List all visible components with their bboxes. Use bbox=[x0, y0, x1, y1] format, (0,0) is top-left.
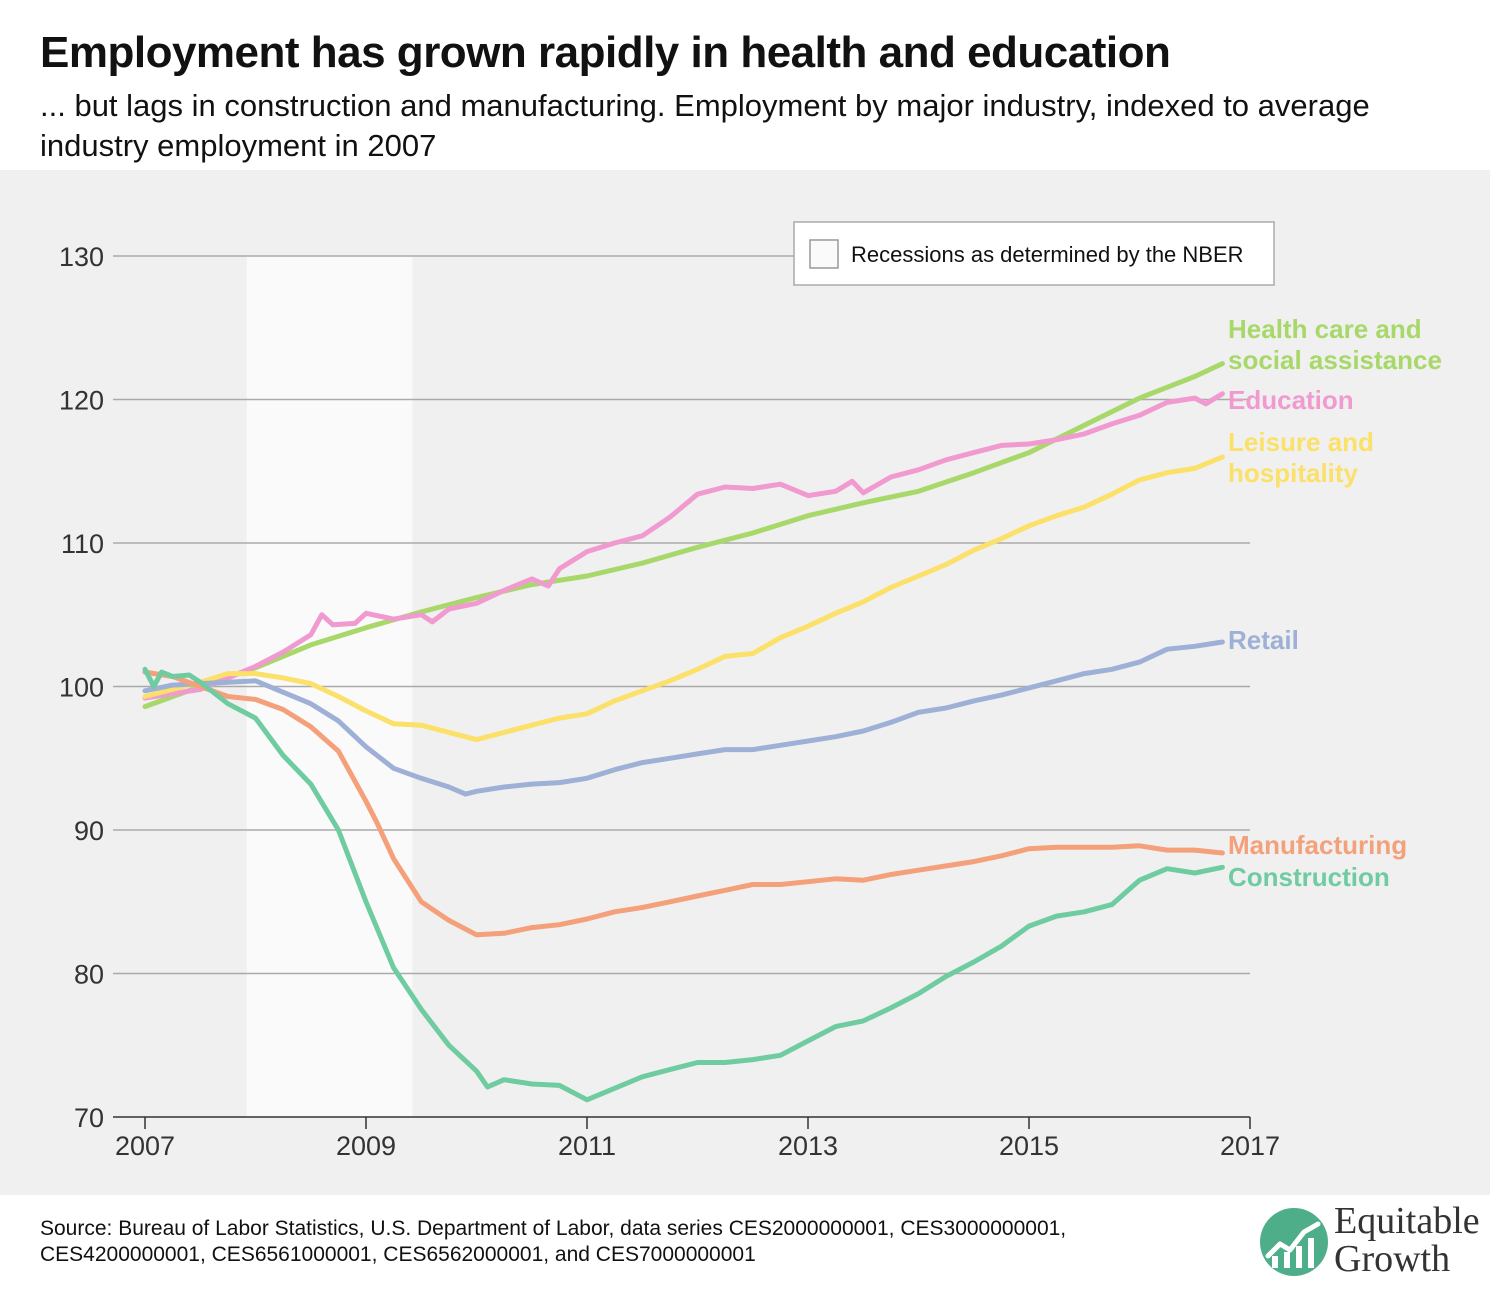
x-tick-label-2007: 2007 bbox=[115, 1131, 175, 1161]
chart-panel: 70 80 90 100 110 120 130 2007 2009 2011 2013 2015 2… bbox=[0, 170, 1490, 1195]
y-tick-label-90: 90 bbox=[74, 816, 104, 846]
x-tick-label-2013: 2013 bbox=[778, 1131, 838, 1161]
y-tick-label-80: 80 bbox=[74, 960, 104, 990]
y-tick-label-110: 110 bbox=[61, 529, 104, 559]
series-label-leisure-and-hospitality-line-1: Leisure and bbox=[1228, 427, 1374, 457]
series-label-education-line-1: Education bbox=[1228, 385, 1354, 415]
y-tick-labels-group: 70 80 90 100 110 120 130 bbox=[59, 242, 104, 1133]
series-label-construction-line-1: Construction bbox=[1228, 862, 1390, 892]
x-tick-label-2015: 2015 bbox=[999, 1131, 1059, 1161]
series-label-health-care-and-social-assistance-line-1: Health care and bbox=[1228, 314, 1422, 344]
series-label-health-care-and-social-assistance-line-2: social assistance bbox=[1228, 345, 1442, 375]
series-label-leisure-and-hospitality-line-2: hospitality bbox=[1228, 458, 1359, 488]
y-tick-label-70: 70 bbox=[74, 1103, 104, 1133]
series-label-retail-line-1: Retail bbox=[1228, 625, 1299, 655]
source-note: Source: Bureau of Labor Statistics, U.S.… bbox=[40, 1216, 1220, 1268]
chart-subtitle: ... but lags in construction and manufac… bbox=[40, 86, 1460, 166]
x-tick-label-2017: 2017 bbox=[1220, 1131, 1280, 1161]
equitable-growth-logo: Equitable Growth bbox=[1256, 1198, 1486, 1288]
y-tick-label-120: 120 bbox=[59, 386, 104, 416]
x-tick-label-2009: 2009 bbox=[336, 1131, 396, 1161]
growth-chart-logo-icon bbox=[1258, 1206, 1330, 1278]
y-tick-label-130: 130 bbox=[59, 242, 104, 272]
y-tick-label-100: 100 bbox=[59, 673, 104, 703]
legend-swatch-recession bbox=[810, 240, 838, 268]
legend-label-recession: Recessions as determined by the NBER bbox=[851, 242, 1244, 267]
logo-line-2: Growth bbox=[1334, 1240, 1480, 1278]
chart-title: Employment has grown rapidly in health a… bbox=[40, 28, 1170, 78]
series-label-manufacturing-line-1: Manufacturing bbox=[1228, 830, 1407, 860]
x-tick-label-2011: 2011 bbox=[558, 1131, 616, 1161]
logo-line-1: Equitable bbox=[1334, 1202, 1480, 1240]
legend: Recessions as determined by the NBER bbox=[794, 222, 1274, 285]
x-axis-group: 2007 2009 2011 2013 2015 2017 bbox=[113, 1117, 1280, 1161]
